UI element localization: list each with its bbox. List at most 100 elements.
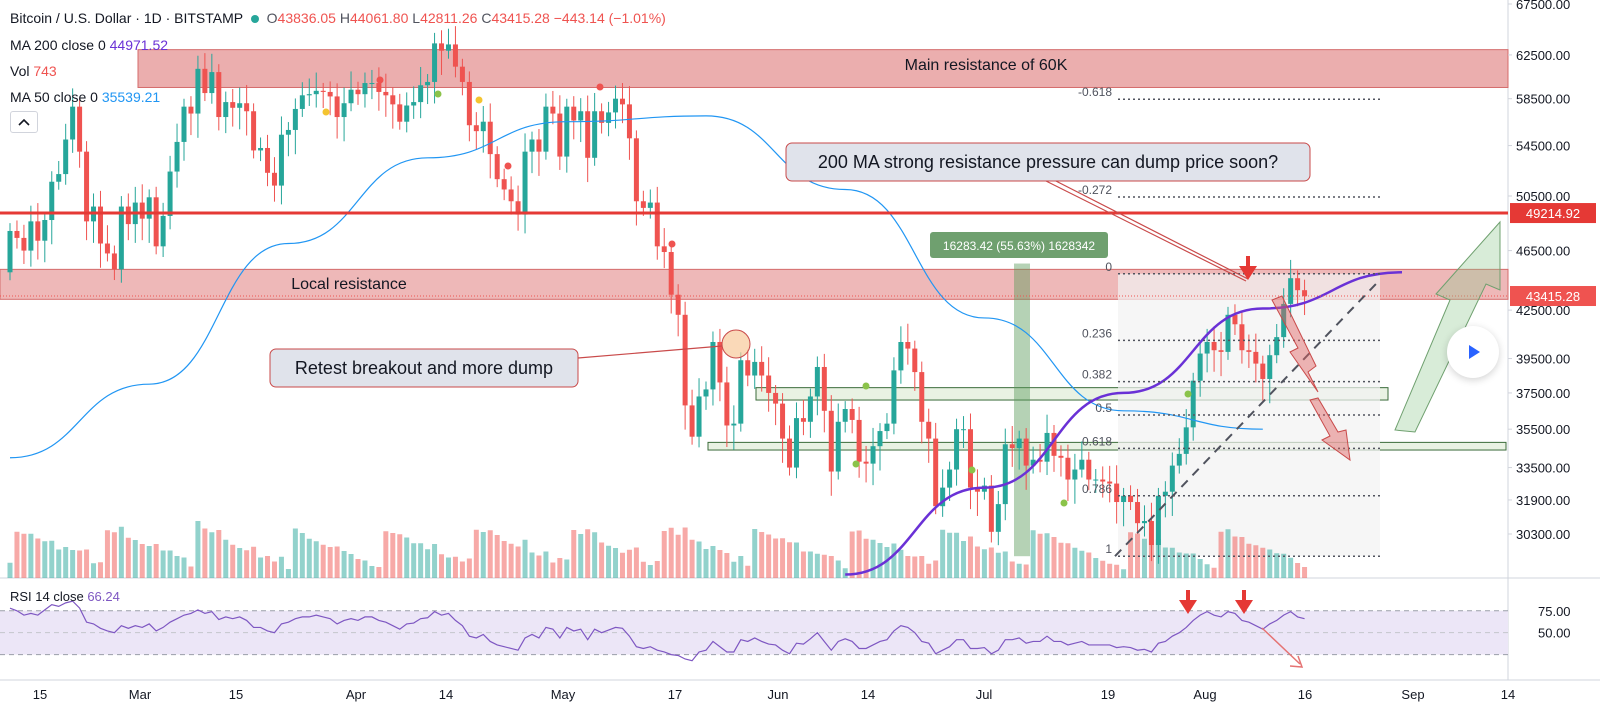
candle-body xyxy=(223,102,229,118)
fib-level-label: 1 xyxy=(1105,542,1112,556)
candle-body xyxy=(884,423,890,432)
price-tick-label: 67500.00 xyxy=(1516,0,1570,12)
fib-level-label: -0.272 xyxy=(1078,183,1112,197)
volume-bar xyxy=(633,547,639,578)
volume-bar xyxy=(432,544,438,578)
volume-bar xyxy=(404,537,410,578)
candle-body xyxy=(550,106,556,114)
price-tick-label: 58500.00 xyxy=(1516,92,1570,107)
retest-circle xyxy=(721,329,751,359)
rsi-projection-arrowhead xyxy=(1289,655,1304,668)
fib-level-label: 0.786 xyxy=(1082,482,1112,496)
candle-body xyxy=(494,154,500,180)
volume-bar xyxy=(613,548,619,578)
rsi-legend[interactable]: RSI 14 close 66.24 xyxy=(10,589,120,604)
ma200-legend[interactable]: MA 200 close 0 44971.52 xyxy=(10,37,168,53)
candle-body xyxy=(118,206,124,270)
volume-bar xyxy=(891,543,897,578)
volume-bar xyxy=(807,551,813,578)
volume-bar xyxy=(849,531,855,578)
symbol-title: Bitcoin / U.S. Dollar · 1D · BITSTAMP xyxy=(10,10,243,26)
rsi-line xyxy=(9,600,1305,662)
candle-body xyxy=(515,201,521,215)
measure-label-text: 16283.42 (55.63%) 1628342 xyxy=(943,239,1095,253)
ma200-line xyxy=(845,271,1403,576)
volume-bar xyxy=(1141,538,1147,578)
volume-bar xyxy=(793,542,799,578)
volume-bar xyxy=(35,538,41,578)
candle-body xyxy=(1128,495,1134,503)
volume-legend[interactable]: Vol 743 xyxy=(10,63,57,79)
candle-body xyxy=(125,206,131,225)
volume-bar xyxy=(1183,553,1189,578)
candle-body xyxy=(397,104,403,122)
candle-body xyxy=(1093,479,1099,481)
fibonacci-retracement: -0.618 -0.272 0 0.236 0.382 0.5 0.618 0.786 1 xyxy=(1078,85,1380,557)
play-replay-button[interactable] xyxy=(1447,326,1499,378)
candle-body xyxy=(49,181,55,221)
candle-body xyxy=(821,366,827,411)
fib-level-label: -0.618 xyxy=(1078,85,1112,99)
rsi-band xyxy=(0,610,1508,655)
candle-body xyxy=(592,111,598,158)
candle-body xyxy=(828,410,834,472)
volume-bar xyxy=(1260,547,1266,578)
volume-bar xyxy=(209,532,215,578)
candle-body xyxy=(995,504,1001,532)
candle-body xyxy=(752,361,758,376)
volume-bar xyxy=(954,532,960,578)
collapse-legend-button[interactable] xyxy=(10,111,38,133)
volume-bar xyxy=(216,530,222,578)
candle-body xyxy=(940,487,946,507)
volume-bar xyxy=(1232,536,1238,578)
ma50-legend[interactable]: MA 50 close 0 35539.21 xyxy=(10,89,160,105)
callout-pointer xyxy=(577,345,723,359)
volume-bar xyxy=(529,552,535,578)
volume-bar xyxy=(1176,552,1182,578)
candle-body xyxy=(1260,363,1266,379)
volume-bar xyxy=(425,549,431,578)
candle-body xyxy=(1253,351,1259,364)
candle-body xyxy=(619,98,625,105)
candle-body xyxy=(933,438,939,507)
volume-bar xyxy=(91,563,97,578)
play-icon xyxy=(1469,345,1480,359)
volume-bar xyxy=(355,559,361,578)
candle-body xyxy=(1225,314,1231,352)
candles xyxy=(7,26,1308,564)
rsi-label: RSI 14 close xyxy=(10,589,84,604)
volume-bar xyxy=(933,560,939,578)
candle-body xyxy=(1086,459,1092,480)
candle-body xyxy=(633,138,639,202)
rsi-tick-label: 75.00 xyxy=(1538,604,1571,619)
volume-bar xyxy=(974,546,980,578)
volume-bar xyxy=(223,539,229,578)
time-tick-label: 14 xyxy=(861,687,875,702)
signal-dot xyxy=(1060,499,1068,507)
volume-bar xyxy=(557,558,563,578)
volume-bar xyxy=(1302,567,1308,578)
fib-level-label: 0.5 xyxy=(1095,401,1112,415)
volume-bar xyxy=(606,545,612,578)
candle-body xyxy=(522,151,528,215)
volume-bar xyxy=(285,569,291,578)
time-tick-label: 17 xyxy=(668,687,682,702)
peak-arrow-icon xyxy=(1239,256,1257,280)
volume-bar xyxy=(828,556,834,578)
volume-bar xyxy=(473,529,479,578)
candle-body xyxy=(14,230,20,238)
background-layer xyxy=(0,0,1600,681)
projection-arrow-down xyxy=(1271,295,1319,393)
volume-bar xyxy=(745,565,751,578)
candle-body xyxy=(501,179,507,190)
candle-body xyxy=(341,103,347,118)
volume-bar xyxy=(703,549,709,578)
candle-body xyxy=(557,113,563,157)
candle-body xyxy=(404,105,410,122)
signal-dot xyxy=(1184,390,1192,398)
candle-body xyxy=(926,421,932,439)
candle-body xyxy=(905,342,911,349)
price-tick-label: 54500.00 xyxy=(1516,139,1570,154)
resistance-price-badge-box xyxy=(1510,203,1596,224)
